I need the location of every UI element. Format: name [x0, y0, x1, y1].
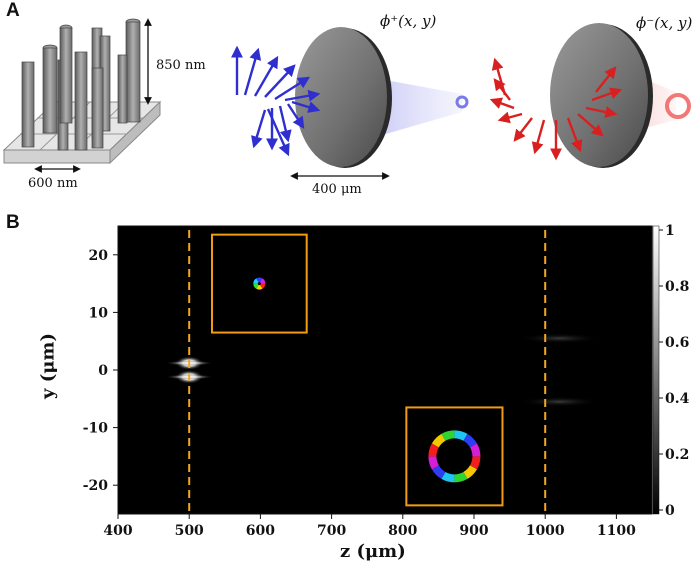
- colorbar-tick-label: 0: [665, 503, 675, 519]
- colorbar-tick-label: 0.4: [665, 391, 690, 407]
- colorbar: [652, 225, 660, 515]
- colorbar-tick-label: 1: [665, 223, 675, 239]
- y-tick-label: -10: [83, 421, 109, 437]
- colorbar-tick-label: 0.8: [665, 279, 689, 295]
- y-tick-label: -20: [83, 478, 109, 494]
- x-axis-label: z (μm): [340, 541, 406, 562]
- inset-donut-segment: [441, 471, 455, 483]
- panel-a-figure: [2, 18, 691, 180]
- y-tick-label: 0: [98, 363, 108, 379]
- inset-spot-center: [257, 282, 261, 286]
- x-tick-label: 600: [246, 523, 275, 539]
- y-tick-label: 10: [89, 305, 109, 321]
- inset-donut-segment: [463, 433, 477, 448]
- inset-spot-segment: [259, 283, 266, 289]
- pillar-period-label: 600 nm: [28, 176, 78, 191]
- pillar-height-label: 850 nm: [156, 58, 206, 73]
- phi-plus-label: ϕ⁺(x, y): [380, 12, 437, 30]
- inset-spot-segment: [259, 278, 266, 284]
- inset-box-donut-1000: [405, 406, 504, 507]
- inset-donut-segment: [470, 443, 481, 457]
- x-tick-label: 900: [459, 523, 488, 539]
- inset-spot-segment: [253, 278, 260, 284]
- inset-donut-segment: [431, 465, 446, 479]
- panel-a-label: A: [6, 0, 20, 21]
- intensity-spot-3: [519, 396, 600, 407]
- inset-donut-segment: [441, 430, 455, 441]
- x-tick-label: 700: [317, 523, 346, 539]
- colorbar-tick-label: 0.6: [665, 335, 689, 351]
- lens-diameter-label: 400 μm: [312, 182, 362, 197]
- inset-spot-segment: [256, 283, 263, 290]
- plot-frame: [117, 225, 653, 515]
- inset-donut-segment: [431, 433, 446, 448]
- lens-plus: [231, 27, 469, 180]
- panel-b-label: B: [6, 212, 20, 233]
- x-tick-label: 400: [103, 523, 132, 539]
- inset-spot-segment: [256, 277, 263, 284]
- inset-donut-segment: [470, 456, 481, 470]
- inset-donut-segment: [463, 465, 477, 479]
- intensity-spot-2: [519, 333, 600, 344]
- inset-spot-segment: [253, 283, 260, 289]
- inset-box-focal-spot-500: [210, 233, 308, 334]
- phi-minus-label: ϕ⁻(x, y): [636, 14, 693, 32]
- lens-minus: [489, 23, 691, 168]
- nanopillar-array: [2, 18, 162, 173]
- inset-donut-segment: [454, 430, 468, 441]
- y-axis-label: y (μm): [37, 333, 59, 399]
- y-tick-label: 20: [89, 248, 109, 264]
- inset-donut-segment: [428, 443, 439, 457]
- x-tick-label: 500: [175, 523, 204, 539]
- plot-area: [118, 226, 652, 514]
- x-tick-label: 800: [388, 523, 417, 539]
- colorbar-tick-label: 0.2: [665, 447, 689, 463]
- inset-donut-segment: [454, 471, 468, 483]
- x-tick-label: 1100: [597, 523, 636, 539]
- x-tick-label: 1000: [526, 523, 565, 539]
- inset-donut-segment: [428, 456, 439, 470]
